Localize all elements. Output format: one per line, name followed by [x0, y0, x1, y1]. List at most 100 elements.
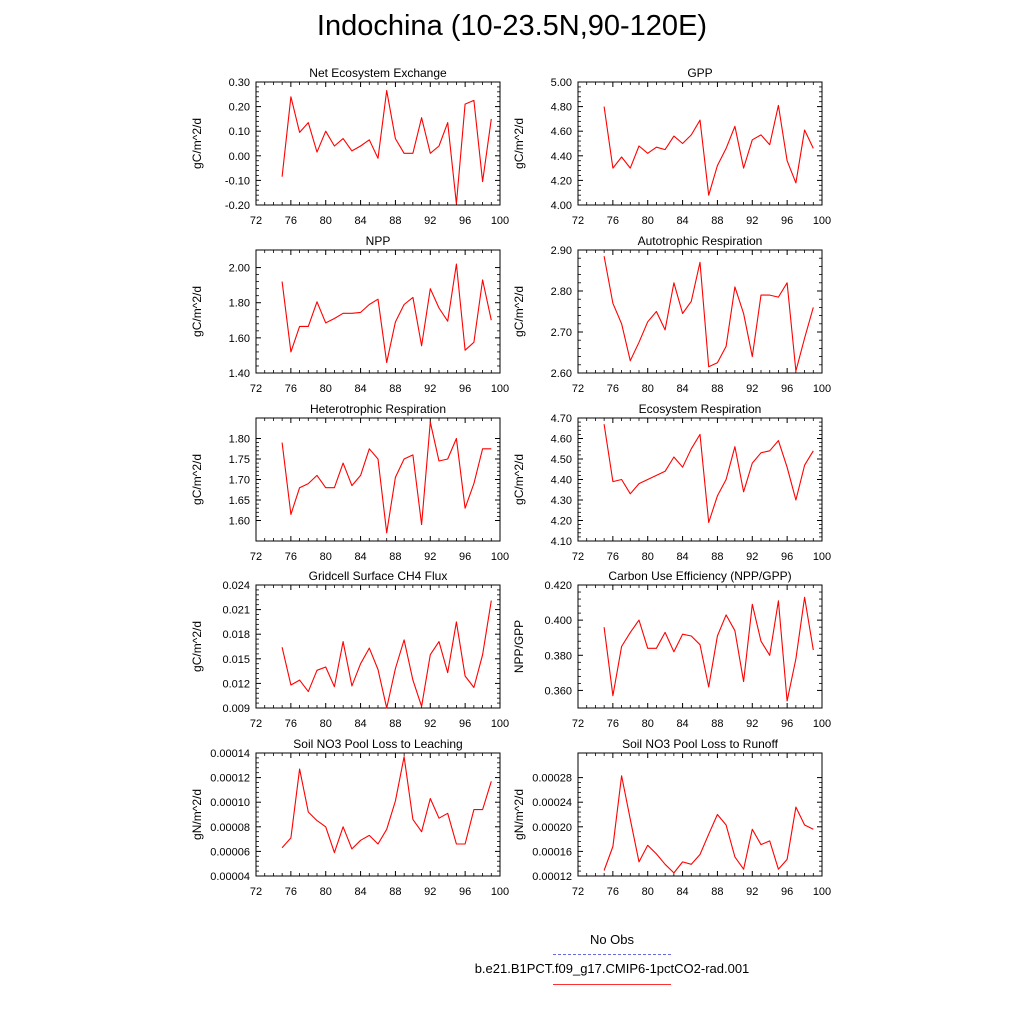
panel-3-series-line-0 [603, 256, 814, 372]
panel-4-ytick-label: 1.70 [229, 475, 250, 487]
panel-9-xtick-label: 96 [781, 886, 793, 898]
panel-8-xtick-label: 80 [320, 886, 332, 898]
panel-0-ytick-label: 0.20 [229, 102, 250, 114]
panel-9-xtick-label: 92 [746, 886, 758, 898]
panel-9-ytick-label: 0.00024 [532, 797, 572, 809]
panel-1-ytick-label: 4.00 [551, 200, 572, 212]
panel-7-xtick-label: 100 [813, 718, 831, 730]
panel-4-xtick-label: 88 [389, 551, 401, 563]
panel-8-xtick-label: 88 [389, 886, 401, 898]
panel-0-title: Net Ecosystem Exchange [309, 66, 447, 80]
panel-1-ytick-label: 4.20 [551, 175, 572, 187]
panel-7-ytick-label: 0.380 [544, 650, 572, 662]
panel-0-ytick-label: 0.10 [229, 126, 250, 138]
panel-6-ytick-label: 0.018 [222, 629, 250, 641]
panel-2-ytick-label: 1.80 [229, 298, 250, 310]
panel-8-xtick-label: 96 [459, 886, 471, 898]
panel-5-xtick-label: 76 [607, 551, 619, 563]
panel-6-ytick-label: 0.015 [222, 654, 250, 666]
panel-1-ylabel: gC/m^2/d [512, 118, 526, 169]
panel-5-ylabel: gC/m^2/d [512, 454, 526, 505]
panel-2-frame [255, 249, 501, 374]
panel-1-xtick-label: 84 [676, 215, 688, 227]
panel-9-frame [577, 752, 823, 877]
panel-9-ylabel: gN/m^2/d [512, 789, 526, 840]
panel-4-xtick-label: 76 [285, 551, 297, 563]
panel-0-ytick-label: 0.00 [229, 151, 250, 163]
panel-9-xtick-label: 72 [572, 886, 584, 898]
panel-2-ytick-label: 1.60 [229, 333, 250, 345]
panel-0-xtick-label: 96 [459, 215, 471, 227]
panel-7-xtick-label: 88 [711, 718, 723, 730]
panel-6-ytick-label: 0.024 [222, 580, 250, 592]
panel-8-ytick-label: 0.00014 [210, 748, 250, 760]
panel-0-ytick-label: -0.10 [225, 175, 250, 187]
panel-4-xtick-label: 92 [424, 551, 436, 563]
panel-7-ylabel: NPP/GPP [512, 620, 526, 673]
panel-4-xtick-label: 80 [320, 551, 332, 563]
panel-3-xtick-label: 88 [711, 383, 723, 395]
panel-6-ytick-label: 0.009 [222, 703, 250, 715]
panel-9-ytick-label: 0.00016 [532, 846, 572, 858]
panel-2-xtick-label: 100 [491, 383, 509, 395]
panel-0-xtick-label: 80 [320, 215, 332, 227]
panel-7-title: Carbon Use Efficiency (NPP/GPP) [608, 569, 791, 583]
panel-8-ylabel: gN/m^2/d [190, 789, 204, 840]
panel-6-ytick-label: 0.021 [222, 605, 250, 617]
panel-5-ytick-label: 4.20 [551, 516, 572, 528]
panel-6-xtick-label: 76 [285, 718, 297, 730]
panel-5-series-line-0 [603, 424, 814, 524]
page-title: Indochina (10-23.5N,90-120E) [316, 10, 708, 42]
panel-5-xtick-label: 100 [813, 551, 831, 563]
panel-1-ytick-label: 4.60 [551, 126, 572, 138]
panel-3-xtick-label: 72 [572, 383, 584, 395]
legend-label-model-run: b.e21.B1PCT.f09_g17.CMIP6-1pctCO2-rad.00… [474, 961, 750, 976]
panel-6-ylabel: gC/m^2/d [190, 621, 204, 672]
panel-7-ytick-label: 0.400 [544, 615, 572, 627]
panel-6-title: Gridcell Surface CH4 Flux [309, 569, 448, 583]
panel-3-ylabel: gC/m^2/d [512, 286, 526, 337]
panel-6-xtick-label: 92 [424, 718, 436, 730]
panel-5-ytick-label: 4.40 [551, 475, 572, 487]
panel-8-series-line-0 [281, 756, 492, 854]
panel-4-ytick-label: 1.80 [229, 434, 250, 446]
panel-3-ytick-label: 2.70 [551, 327, 572, 339]
panel-2-xtick-label: 72 [250, 383, 262, 395]
panel-6-frame [255, 584, 501, 709]
panel-4-ylabel: gC/m^2/d [190, 454, 204, 505]
panel-0-series-line-0 [281, 90, 492, 205]
panel-3-ytick-label: 2.90 [551, 245, 572, 257]
panel-5-ytick-label: 4.70 [551, 413, 572, 425]
panel-4-xtick-label: 84 [354, 551, 366, 563]
panel-5-xtick-label: 84 [676, 551, 688, 563]
panel-7-xtick-label: 80 [642, 718, 654, 730]
panel-6-xtick-label: 84 [354, 718, 366, 730]
panel-2-ytick-label: 2.00 [229, 263, 250, 275]
panel-8-frame [255, 752, 501, 877]
panel-3-xtick-label: 76 [607, 383, 619, 395]
panel-0-xtick-label: 100 [491, 215, 509, 227]
panel-0-xtick-label: 84 [354, 215, 366, 227]
panel-7-xtick-label: 96 [781, 718, 793, 730]
panel-6-xtick-label: 100 [491, 718, 509, 730]
panel-9-title: Soil NO3 Pool Loss to Runoff [622, 737, 779, 751]
panel-1-series-line-0 [603, 104, 814, 196]
panel-4-xtick-label: 100 [491, 551, 509, 563]
panel-8-ytick-label: 0.00008 [210, 822, 250, 834]
panel-3-ytick-label: 2.60 [551, 368, 572, 380]
panel-8-title: Soil NO3 Pool Loss to Leaching [293, 737, 462, 751]
panel-8-xtick-label: 72 [250, 886, 262, 898]
panel-5-ytick-label: 4.50 [551, 454, 572, 466]
panel-2-title: NPP [366, 234, 391, 248]
panel-9-series-line-0 [603, 775, 814, 874]
panel-1-title: GPP [687, 66, 712, 80]
panel-3-xtick-label: 100 [813, 383, 831, 395]
panel-1-ytick-label: 4.80 [551, 102, 572, 114]
panel-2-ylabel: gC/m^2/d [190, 286, 204, 337]
panel-3-title: Autotrophic Respiration [638, 234, 763, 248]
panel-8-ytick-label: 0.00012 [210, 773, 250, 785]
panel-0-xtick-label: 76 [285, 215, 297, 227]
panel-0-frame [255, 81, 501, 206]
panel-5-xtick-label: 80 [642, 551, 654, 563]
panel-3-xtick-label: 84 [676, 383, 688, 395]
